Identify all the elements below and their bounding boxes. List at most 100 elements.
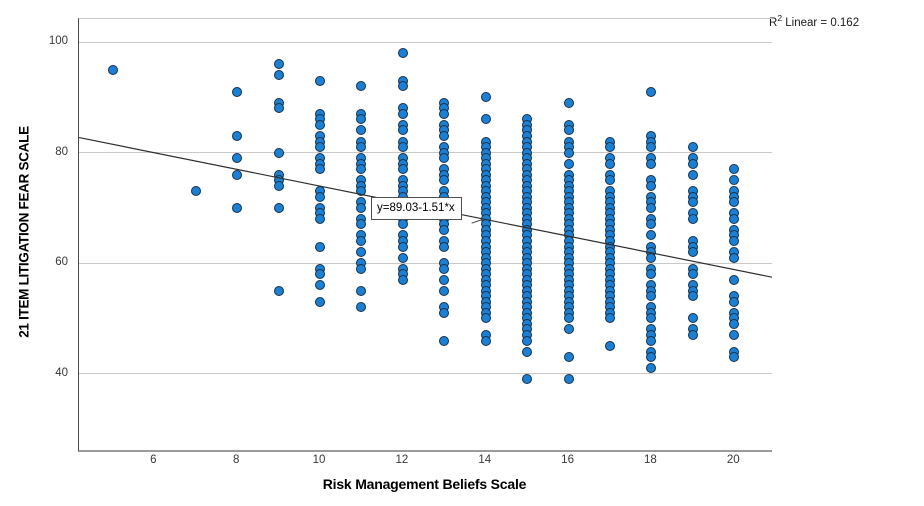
data-point (273, 147, 284, 158)
data-point (605, 142, 615, 153)
gridline (79, 262, 772, 264)
data-point (729, 175, 740, 186)
data-point (356, 263, 367, 274)
data-point (397, 274, 408, 285)
data-point (687, 269, 698, 280)
data-point (563, 313, 574, 324)
data-point (315, 75, 325, 86)
data-point (687, 197, 698, 208)
data-point (439, 130, 450, 141)
data-point (356, 247, 367, 258)
y-tick-label: 80 (55, 145, 68, 158)
data-point (356, 125, 367, 136)
data-point (315, 269, 325, 280)
data-point (646, 202, 657, 213)
data-point (563, 97, 574, 108)
data-point (522, 346, 533, 357)
gridline (79, 373, 772, 375)
data-point (439, 274, 450, 285)
data-point (729, 213, 740, 224)
y-tick-label: 60 (55, 256, 68, 269)
data-point (273, 285, 284, 296)
x-axis-title: Risk Management Beliefs Scale (322, 476, 527, 492)
data-point (480, 114, 491, 125)
data-point (687, 142, 698, 153)
data-point (356, 142, 367, 153)
data-point (480, 92, 491, 103)
data-point (232, 130, 243, 141)
data-point (646, 142, 657, 153)
data-point (522, 374, 533, 385)
data-point (729, 252, 740, 263)
data-point (687, 158, 698, 169)
gridline (79, 41, 772, 43)
data-point (439, 263, 450, 274)
data-point (439, 335, 450, 346)
x-tick-label: 10 (312, 454, 326, 466)
x-tick-label: 18 (644, 454, 657, 466)
data-point (397, 125, 408, 136)
data-point (439, 285, 450, 296)
data-point (646, 219, 657, 230)
callout-leader-line (471, 218, 484, 224)
data-point (397, 164, 408, 175)
regression-line-layer (79, 136, 772, 278)
data-point (315, 142, 325, 153)
x-tick-label: 8 (232, 454, 240, 466)
data-point (439, 224, 450, 235)
data-point (315, 213, 325, 224)
data-point (397, 108, 408, 119)
data-point (397, 142, 408, 153)
data-point (729, 197, 740, 208)
r-squared-annotation: R2 Linear = 0.162 (769, 13, 859, 29)
data-point (315, 164, 325, 175)
data-point (232, 153, 243, 164)
data-point (273, 59, 284, 70)
data-point (315, 119, 325, 130)
data-point (107, 64, 118, 75)
data-point (439, 108, 450, 119)
gridline (79, 152, 772, 154)
data-point (646, 335, 657, 346)
data-point (646, 180, 657, 191)
data-point (356, 236, 367, 247)
data-point (273, 103, 284, 114)
data-point (356, 202, 367, 213)
data-point (687, 247, 698, 258)
equation-callout: y=89.03-1.51*x (371, 197, 462, 220)
data-point (646, 352, 657, 363)
data-point (480, 313, 491, 324)
data-point (605, 341, 615, 352)
data-point (563, 147, 574, 158)
data-point (356, 164, 367, 175)
data-point (563, 374, 574, 385)
r2-value: Linear = 0.162 (782, 16, 860, 29)
y-tick-label: 100 (48, 35, 68, 47)
data-point (397, 48, 408, 59)
x-tick-label: 6 (150, 454, 157, 466)
data-point (729, 329, 740, 340)
data-point (315, 191, 325, 202)
data-point (729, 164, 740, 175)
data-point (439, 241, 450, 252)
data-point (315, 296, 325, 307)
x-tick-label: 14 (478, 454, 492, 466)
data-point (356, 285, 367, 296)
data-point (687, 291, 698, 302)
data-point (190, 186, 201, 197)
data-point (273, 180, 284, 191)
data-point (232, 86, 243, 97)
data-point (273, 70, 284, 81)
data-point (729, 352, 740, 363)
data-point (356, 219, 367, 230)
data-point (522, 335, 533, 346)
data-point (356, 114, 367, 125)
data-point (315, 280, 325, 291)
x-tick-label: 16 (561, 454, 574, 466)
data-point (439, 153, 450, 164)
data-point (563, 125, 574, 136)
data-point (729, 296, 740, 307)
data-point (729, 318, 740, 329)
data-point (646, 291, 657, 302)
